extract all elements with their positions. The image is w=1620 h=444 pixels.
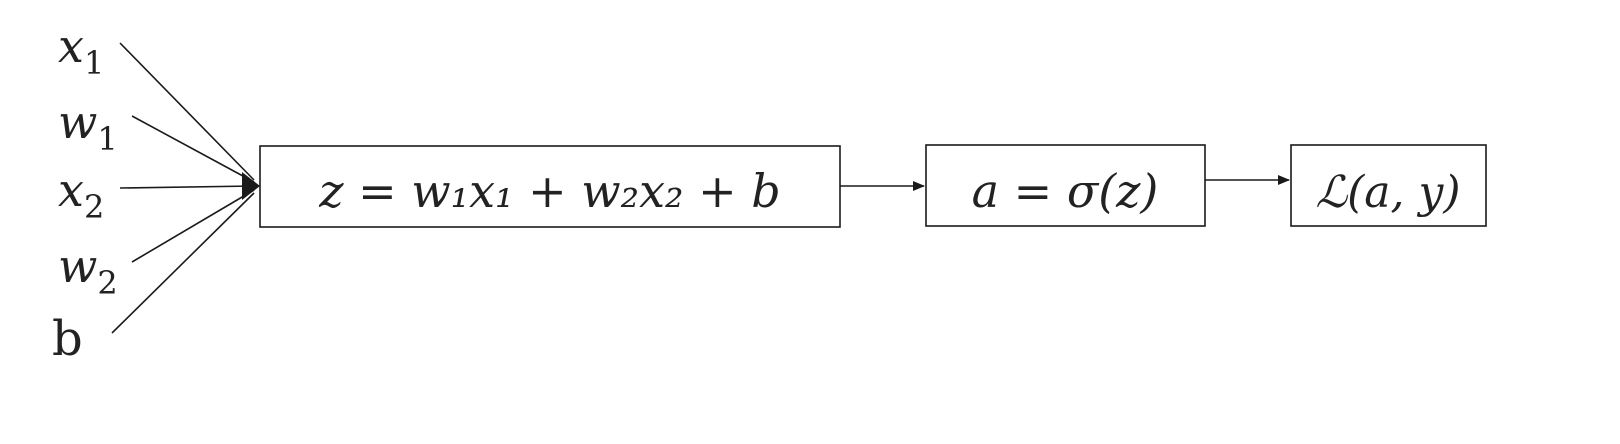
- svg-text:w1: w1: [58, 95, 118, 158]
- svg-text:x2: x2: [58, 163, 104, 226]
- svg-text:b: b: [52, 311, 83, 367]
- edge-x2: [119, 185, 255, 189]
- linear-node-formula: z = w₁x₁ + w₂x₂ + b: [318, 164, 780, 218]
- edge-b: [111, 192, 255, 334]
- linear-node: z = w₁x₁ + w₂x₂ + b: [259, 145, 841, 228]
- input-label-x1: x1: [58, 19, 104, 82]
- input-label-b: b: [52, 311, 83, 367]
- edge-x1: [119, 42, 255, 181]
- input-label-w1: w1: [58, 95, 118, 158]
- input-label-w2: w2: [58, 239, 118, 302]
- svg-text:w2: w2: [58, 239, 118, 302]
- edge-w2: [131, 189, 255, 263]
- svg-text:x1: x1: [58, 19, 104, 82]
- activation-node: a = σ(z): [925, 144, 1206, 227]
- input-label-x2: x2: [58, 163, 104, 226]
- activation-node-formula: a = σ(z): [972, 164, 1159, 218]
- input-junction-arrowhead: [242, 172, 260, 200]
- input-edges: [111, 42, 255, 334]
- loss-node: ℒ(a, y): [1290, 144, 1487, 227]
- loss-node-formula: ℒ(a, y): [1315, 167, 1460, 218]
- edge-w1: [131, 115, 255, 183]
